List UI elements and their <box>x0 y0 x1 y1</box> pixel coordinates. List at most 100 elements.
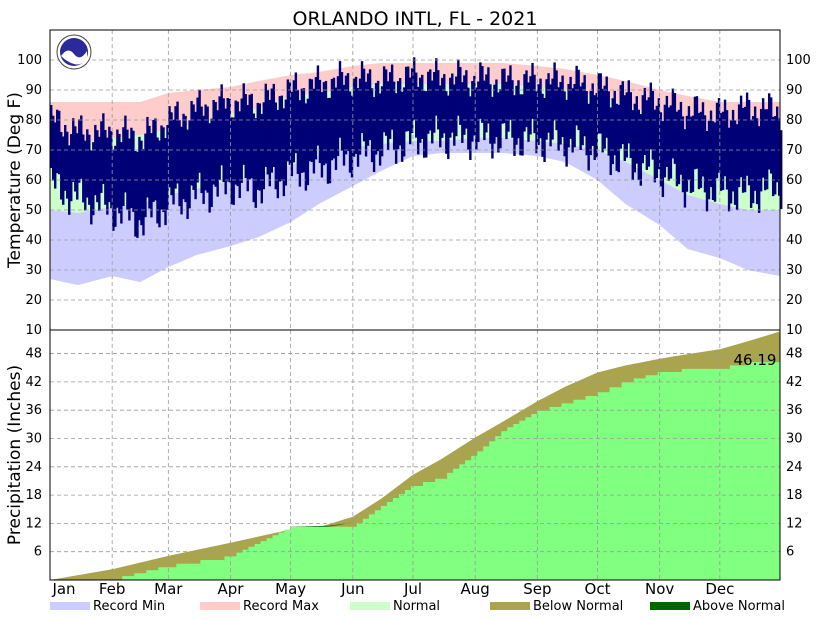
daily-temp-bar <box>729 120 733 204</box>
daily-temp-bar <box>571 88 574 153</box>
daily-temp-bar <box>619 85 622 149</box>
temp-tick-right: 10 <box>786 323 803 338</box>
daily-temp-bar <box>747 99 751 186</box>
daily-temp-bar <box>661 121 665 198</box>
daily-temp-bar <box>773 116 777 195</box>
daily-temp-bar <box>370 88 374 163</box>
daily-temp-bar <box>302 88 306 173</box>
daily-temp-bar <box>136 151 139 238</box>
daily-temp-bar <box>587 103 590 171</box>
daily-temp-bar <box>300 88 304 173</box>
daily-temp-bar <box>423 90 426 158</box>
daily-temp-bar <box>435 58 438 116</box>
daily-temp-bar <box>459 67 462 125</box>
daily-temp-bar <box>549 84 552 147</box>
precip-total-label: 46.19 <box>734 351 777 369</box>
month-label: Apr <box>218 580 245 598</box>
daily-temp-bar <box>214 101 217 187</box>
daily-temp-bar <box>757 126 761 213</box>
daily-temp-bar <box>713 122 717 202</box>
precip-tick-left: 48 <box>25 347 42 362</box>
temp-axis-label: Temperature (Deg F) <box>5 92 25 269</box>
daily-temp-bar <box>312 88 316 174</box>
daily-temp-bar <box>431 80 434 144</box>
daily-temp-bar <box>210 118 213 208</box>
daily-temp-bar <box>443 74 446 134</box>
daily-temp-bar <box>579 86 582 150</box>
daily-temp-bar <box>294 72 298 154</box>
temp-tick-left: 20 <box>25 293 42 308</box>
daily-temp-bar <box>234 100 237 185</box>
daily-temp-bar <box>172 119 175 205</box>
daily-temp-bar <box>519 94 522 156</box>
daily-temp-bar <box>417 86 420 155</box>
daily-temp-bar <box>463 75 466 135</box>
legend: Record Min Record Max Normal Below Normal Ab… <box>50 599 785 614</box>
daily-temp-bar <box>334 87 338 170</box>
daily-temp-bar <box>659 112 663 187</box>
daily-temp-bar <box>583 75 586 137</box>
daily-temp-bar <box>765 109 769 190</box>
daily-temp-bar <box>250 93 253 179</box>
daily-temp-bar <box>338 61 342 138</box>
daily-temp-bar <box>507 75 510 132</box>
daily-temp-bar <box>68 145 71 215</box>
daily-temp-bar <box>160 125 163 210</box>
temp-tick-left: 50 <box>25 203 42 218</box>
daily-temp-bar <box>775 106 779 183</box>
daily-temp-bar <box>767 93 771 170</box>
daily-temp-bar <box>174 106 177 189</box>
daily-temp-bar <box>248 94 251 180</box>
daily-temp-bar <box>477 81 480 142</box>
daily-temp-bar <box>60 131 63 200</box>
daily-temp-bar <box>471 81 474 142</box>
daily-temp-bar <box>298 100 302 187</box>
daily-temp-bar <box>627 80 630 144</box>
daily-temp-bar <box>212 100 215 185</box>
daily-temp-bar <box>270 88 273 173</box>
daily-temp-bar <box>737 104 741 188</box>
daily-temp-bar <box>473 75 476 136</box>
daily-temp-bar <box>733 120 737 205</box>
daily-temp-bar <box>489 84 492 144</box>
daily-temp-bar <box>553 62 556 121</box>
daily-temp-bar <box>589 91 592 156</box>
temp-tick-right: 100 <box>786 53 811 68</box>
daily-temp-bar <box>769 97 773 174</box>
daily-temp-bar <box>162 127 165 213</box>
daily-temp-bar <box>120 142 123 224</box>
daily-temp-bar <box>364 81 368 157</box>
daily-temp-bar <box>657 98 661 170</box>
daily-temp-bar <box>112 149 115 231</box>
daily-temp-bar <box>559 81 562 145</box>
daily-temp-bar <box>511 80 514 138</box>
daily-temp-bar <box>735 124 739 211</box>
temp-tick-left: 40 <box>25 233 42 248</box>
daily-temp-bar <box>605 76 608 138</box>
daily-temp-bar <box>402 87 406 157</box>
daily-temp-bar <box>665 95 669 167</box>
temp-tick-right: 20 <box>786 293 803 308</box>
daily-temp-bar <box>336 76 340 157</box>
daily-temp-bar <box>447 95 450 160</box>
daily-temp-bar <box>761 98 765 178</box>
daily-temp-bar <box>290 91 294 177</box>
precip-tick-right: 36 <box>786 403 803 418</box>
legend-label: Normal <box>393 599 440 614</box>
precip-tick-left: 6 <box>34 545 42 560</box>
daily-temp-bar <box>485 74 488 133</box>
daily-temp-bar <box>292 80 296 163</box>
daily-temp-bar <box>288 82 292 165</box>
precip-tick-left: 12 <box>25 516 42 531</box>
legend-label: Below Normal <box>533 599 623 614</box>
daily-temp-bar <box>433 72 436 133</box>
daily-temp-bar <box>406 66 410 132</box>
daily-temp-bar <box>86 129 89 198</box>
daily-temp-bar <box>398 78 402 146</box>
daily-temp-bar <box>439 85 442 148</box>
daily-temp-bar <box>497 92 500 153</box>
daily-temp-bar <box>533 74 536 134</box>
daily-temp-bar <box>651 90 655 160</box>
daily-temp-bar <box>673 93 677 164</box>
daily-temp-bar <box>721 111 725 190</box>
